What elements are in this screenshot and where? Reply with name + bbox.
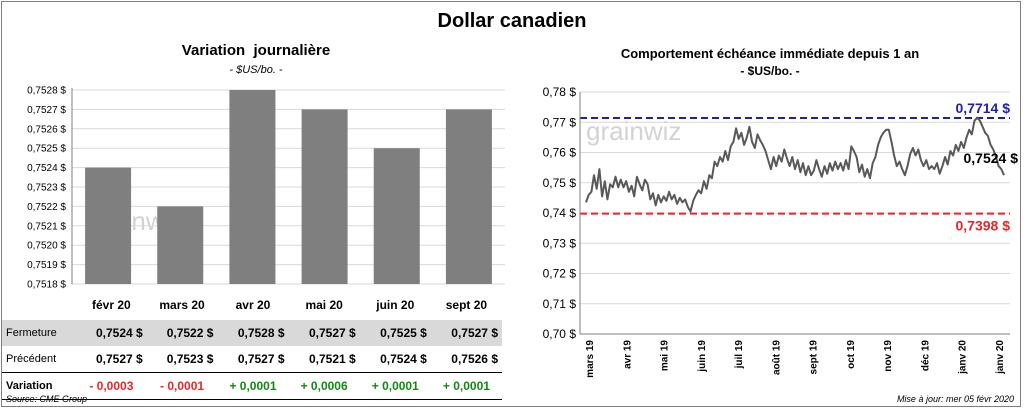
column-header: sept 20	[445, 298, 488, 312]
table-header-row: févr 20 mars 20 avr 20 mai 20 juin 20 se…	[2, 290, 502, 320]
line-x-tick-label: juil 19	[734, 340, 745, 370]
line-y-tick-label: 0,73 $	[543, 236, 577, 250]
bar-y-tick-label: 0,7523 $	[27, 183, 66, 194]
reference-line-label: 0,7398 $	[956, 218, 1011, 234]
column-header: mai 20	[305, 298, 343, 312]
bar-y-tick-label: 0,7520 $	[27, 241, 66, 252]
line-x-tick-label: janv 20	[958, 340, 969, 375]
bar-y-tick-label: 0,7525 $	[27, 144, 66, 155]
price-table: févr 20 mars 20 avr 20 mai 20 juin 20 se…	[2, 290, 502, 400]
table-cell: + 0,0001	[217, 372, 289, 400]
line-y-tick-label: 0,77 $	[543, 115, 577, 129]
column-header: juin 20	[376, 298, 415, 312]
left-chart-title: Variation journalière	[181, 42, 331, 59]
line-y-tick-label: 0,71 $	[543, 297, 577, 311]
bar	[445, 109, 492, 285]
table-cell: 0,7528 $	[217, 320, 289, 346]
line-y-tick-label: 0,70 $	[543, 327, 577, 341]
table-cell: 0,7523 $	[146, 346, 218, 373]
watermark-logo: grainwiz	[586, 116, 681, 146]
bar-y-tick-label: 0,7528 $	[27, 86, 66, 97]
table-cell: - 0,0001	[146, 372, 218, 400]
row-label: Fermeture	[2, 320, 76, 346]
column-header: févr 20	[92, 298, 131, 312]
last-value-label: 0,7524 $	[964, 150, 1019, 166]
row-label: Variation	[2, 372, 76, 400]
price-series-line	[585, 116, 1005, 213]
watermark-text: grainwiz	[586, 116, 681, 146]
line-y-tick-label: 0,72 $	[543, 267, 577, 281]
table-cell: 0,7527 $	[217, 346, 289, 373]
table-cell: 0,7527 $	[76, 346, 147, 373]
line-y-tick-label: 0,74 $	[543, 206, 577, 220]
line-x-tick-label: mai 19	[660, 340, 671, 372]
bar	[373, 148, 420, 284]
line-x-tick-label: août 19	[771, 340, 782, 375]
main-title: Dollar canadien	[437, 10, 587, 32]
reference-line-label: 0,7714 $	[956, 100, 1011, 116]
table-cell: 0,7526 $	[430, 346, 502, 373]
left-chart-subtitle: - $US/bo. -	[229, 64, 283, 76]
table-cell: 0,7524 $	[359, 346, 431, 373]
bar-y-tick-label: 0,7527 $	[27, 105, 66, 116]
table-row-fermeture: Fermeture 0,7524 $ 0,7522 $ 0,7528 $ 0,7…	[2, 320, 502, 346]
bar-y-tick-label: 0,7518 $	[27, 280, 66, 291]
bar-y-tick-label: 0,7522 $	[27, 202, 66, 213]
line-x-tick-label: oct 19	[846, 340, 857, 369]
bar-y-tick-label: 0,7519 $	[27, 260, 66, 271]
table-cell: + 0,0001	[430, 372, 502, 400]
table-cell: 0,7521 $	[288, 346, 360, 373]
bar	[85, 167, 132, 284]
table-cell: 0,7524 $	[76, 320, 147, 346]
table-cell: + 0,0006	[288, 372, 360, 400]
line-y-tick-label: 0,78 $	[543, 85, 577, 99]
line-x-tick-label: déc 19	[920, 340, 931, 372]
header-spacer	[2, 290, 76, 320]
right-chart-subtitle: - $US/bo. -	[740, 64, 800, 78]
line-y-tick-label: 0,75 $	[543, 176, 577, 190]
column-header: avr 20	[235, 298, 271, 312]
bar	[229, 90, 276, 284]
row-label: Précédent	[2, 346, 76, 373]
table-cell: 0,7522 $	[146, 320, 218, 346]
line-x-tick-label: nov 19	[883, 340, 894, 372]
one-year-line-chart: grainwiz 0,70 $ 0,71 $ 0,72 $ 0,73 $ 0,74 $ 0…	[543, 85, 1019, 378]
daily-variation-bar-chart: grainwiz 0,7518 $0,7519 $0,7520 $0,7521 …	[27, 86, 505, 291]
bar-y-tick-label: 0,7524 $	[27, 163, 66, 174]
update-note: Mise à jour: mer 05 févr 2020	[896, 394, 1014, 404]
line-x-tick-label: mars 19	[585, 340, 596, 378]
line-x-tick-label: sept 19	[809, 340, 820, 375]
table-row-variation: Variation - 0,0003 - 0,0001 + 0,0001 + 0…	[2, 372, 502, 400]
table-row-precedent: Précédent 0,7527 $ 0,7523 $ 0,7527 $ 0,7…	[2, 346, 502, 373]
table-cell: - 0,0003	[76, 372, 147, 400]
bar	[157, 206, 204, 284]
line-y-tick-label: 0,76 $	[543, 146, 577, 160]
table-cell: + 0,0001	[359, 372, 431, 400]
right-chart-title: Comportement échéance immédiate depuis 1…	[620, 46, 920, 61]
line-x-tick-label: juin 19	[697, 340, 708, 373]
line-x-tick-label: avr 19	[622, 340, 633, 369]
bar-y-tick-label: 0,7521 $	[27, 221, 66, 232]
table-cell: 0,7527 $	[288, 320, 360, 346]
bar	[301, 109, 348, 285]
table-cell: 0,7527 $	[430, 320, 502, 346]
line-x-tick-label: janv 20	[995, 340, 1006, 375]
table-cell: 0,7525 $	[359, 320, 431, 346]
source-note: Source: CME Group	[6, 394, 88, 404]
column-header: mars 20	[159, 298, 205, 312]
bar-y-tick-label: 0,7526 $	[27, 124, 66, 135]
